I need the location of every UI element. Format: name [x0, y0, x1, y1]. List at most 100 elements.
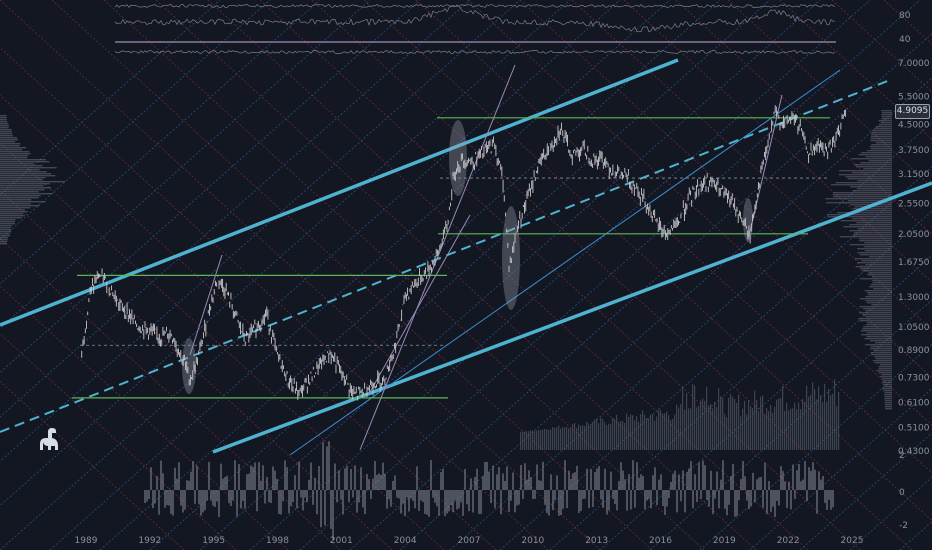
- x-tick-label: 2001: [330, 536, 353, 546]
- volume-profile-bar: [881, 116, 892, 118]
- volume-bar: [544, 428, 546, 450]
- volume-bar: [624, 422, 626, 450]
- volume-profile-bar: [0, 221, 15, 223]
- highlight-ellipse: [743, 198, 753, 242]
- volume-bar: [764, 414, 766, 450]
- volume-bar: [690, 408, 692, 450]
- volume-profile-bar: [884, 402, 892, 404]
- highlight-ellipse: [502, 206, 520, 310]
- volume-bar: [728, 397, 730, 450]
- oscillator-tick-label: 40: [899, 35, 911, 45]
- fan-line: [747, 94, 783, 241]
- volume-profile-bar: [0, 157, 28, 159]
- volume-profile-bar: [872, 280, 892, 282]
- volume-bar: [818, 386, 820, 450]
- oscillator-tick-label: 80: [899, 11, 911, 21]
- volume-profile-bar: [870, 136, 892, 138]
- volume-profile-bar: [0, 235, 11, 237]
- volume-profile-bar: [865, 344, 892, 346]
- volume-profile-bar: [860, 152, 892, 154]
- volume-profile-bar: [884, 394, 892, 396]
- highlight-ellipse: [182, 338, 196, 394]
- volume-profile-bar: [0, 163, 34, 165]
- volume-profile-bar: [881, 388, 892, 390]
- volume-profile-bar: [0, 117, 7, 119]
- volume-bar: [686, 393, 688, 450]
- grid-line-red: [779, 0, 932, 140]
- volume-bar: [792, 408, 794, 450]
- volume-bar: [780, 398, 782, 450]
- volume-bar: [838, 391, 840, 450]
- volume-profile-bar: [880, 364, 892, 366]
- volume-profile-bar: [865, 300, 892, 302]
- volume-bar: [602, 418, 604, 450]
- channel-lower-line: [212, 181, 932, 454]
- volume-profile-bar: [878, 366, 892, 368]
- volume-bar: [576, 427, 578, 450]
- volume-bar: [806, 385, 808, 450]
- volume-profile-bar: [827, 216, 892, 218]
- volume-profile-bar: [0, 223, 16, 225]
- volume-bar: [526, 431, 528, 450]
- volume-bar: [574, 423, 576, 450]
- volume-profile-bar: [0, 225, 12, 227]
- volume-profile-bar: [864, 338, 892, 340]
- volume-profile-bar: [855, 166, 892, 168]
- volume-profile-bar: [885, 404, 892, 406]
- y-tick-label: 0.5100: [898, 423, 930, 433]
- volume-profile-bar: [0, 153, 31, 155]
- fan-line: [369, 214, 471, 393]
- oscillator-line: [114, 49, 836, 54]
- volume-profile-bar: [825, 198, 892, 200]
- volume-profile-bar: [0, 115, 7, 117]
- volume-profile-bar: [863, 246, 892, 248]
- volume-profile-bar: [837, 212, 892, 214]
- volume-bar: [664, 413, 666, 450]
- volume-bar: [730, 393, 732, 450]
- volume-bar: [520, 432, 522, 450]
- volume-profile-bar: [857, 262, 892, 264]
- volume-profile-bar: [0, 227, 11, 229]
- volume-profile-bar: [843, 226, 892, 228]
- volume-bar: [790, 408, 792, 450]
- volume-profile-bar: [0, 193, 53, 195]
- volume-bar: [712, 408, 714, 450]
- volume-profile-bar: [865, 296, 892, 298]
- volume-profile-bar: [884, 396, 892, 398]
- volume-bar: [772, 412, 774, 450]
- volume-profile-bar: [866, 332, 892, 334]
- volume-profile-bar: [0, 123, 9, 125]
- volume-profile-bar: [859, 238, 892, 240]
- volume-profile-bar: [0, 239, 8, 241]
- grid-line-blue: [699, 343, 932, 550]
- volume-profile-bar: [881, 112, 892, 114]
- volume-profile-bar: [850, 186, 892, 188]
- volume-profile-bar: [878, 120, 892, 122]
- volume-profile-bar: [870, 138, 892, 140]
- volume-profile-bar: [838, 174, 892, 176]
- volume-bar: [570, 427, 572, 450]
- volume-profile-bar: [852, 218, 892, 220]
- volume-profile-bar: [849, 230, 892, 232]
- volume-bar: [746, 414, 748, 450]
- volume-bar: [620, 421, 622, 450]
- volume-bar: [824, 383, 826, 450]
- volume-profile-bar: [853, 164, 892, 166]
- volume-profile-bar: [870, 340, 892, 342]
- oscillator-line: [114, 4, 836, 33]
- volume-bar: [552, 427, 554, 450]
- volume-bar: [726, 417, 728, 450]
- volume-bar: [546, 429, 548, 450]
- volume-profile-bar: [858, 154, 892, 156]
- volume-profile-bar: [870, 134, 892, 136]
- volume-bar: [794, 402, 796, 450]
- histogram-tick-label: 0: [899, 488, 905, 498]
- volume-profile-bar: [0, 125, 9, 127]
- volume-bar: [682, 386, 684, 450]
- volume-profile-bar: [0, 197, 39, 199]
- volume-bar: [532, 430, 534, 450]
- volume-bar: [700, 400, 702, 450]
- volume-bar: [558, 425, 560, 450]
- volume-bar: [692, 383, 694, 450]
